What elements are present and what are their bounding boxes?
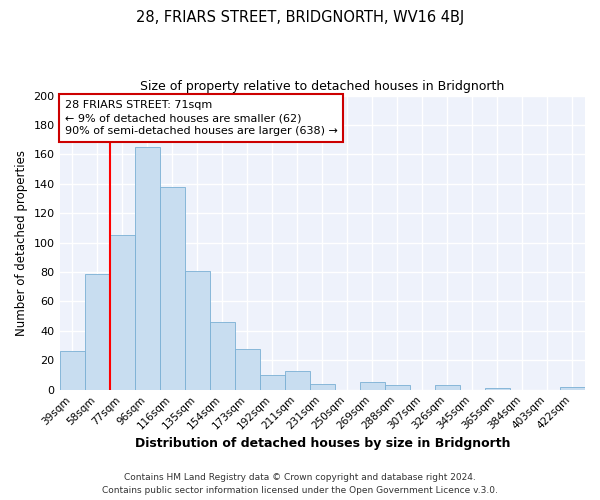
Bar <box>185 270 209 390</box>
Bar <box>360 382 385 390</box>
Bar <box>85 274 110 390</box>
Bar <box>110 236 134 390</box>
Bar <box>560 387 585 390</box>
Bar <box>59 352 85 390</box>
X-axis label: Distribution of detached houses by size in Bridgnorth: Distribution of detached houses by size … <box>134 437 510 450</box>
Title: Size of property relative to detached houses in Bridgnorth: Size of property relative to detached ho… <box>140 80 505 93</box>
Bar <box>435 386 460 390</box>
Y-axis label: Number of detached properties: Number of detached properties <box>15 150 28 336</box>
Bar <box>285 370 310 390</box>
Bar <box>260 375 285 390</box>
Bar <box>209 322 235 390</box>
Bar <box>385 386 410 390</box>
Bar <box>134 147 160 390</box>
Text: 28 FRIARS STREET: 71sqm
← 9% of detached houses are smaller (62)
90% of semi-det: 28 FRIARS STREET: 71sqm ← 9% of detached… <box>65 100 338 136</box>
Bar <box>160 186 185 390</box>
Text: 28, FRIARS STREET, BRIDGNORTH, WV16 4BJ: 28, FRIARS STREET, BRIDGNORTH, WV16 4BJ <box>136 10 464 25</box>
Bar <box>485 388 510 390</box>
Bar <box>310 384 335 390</box>
Bar <box>235 348 260 390</box>
Text: Contains HM Land Registry data © Crown copyright and database right 2024.
Contai: Contains HM Land Registry data © Crown c… <box>102 474 498 495</box>
